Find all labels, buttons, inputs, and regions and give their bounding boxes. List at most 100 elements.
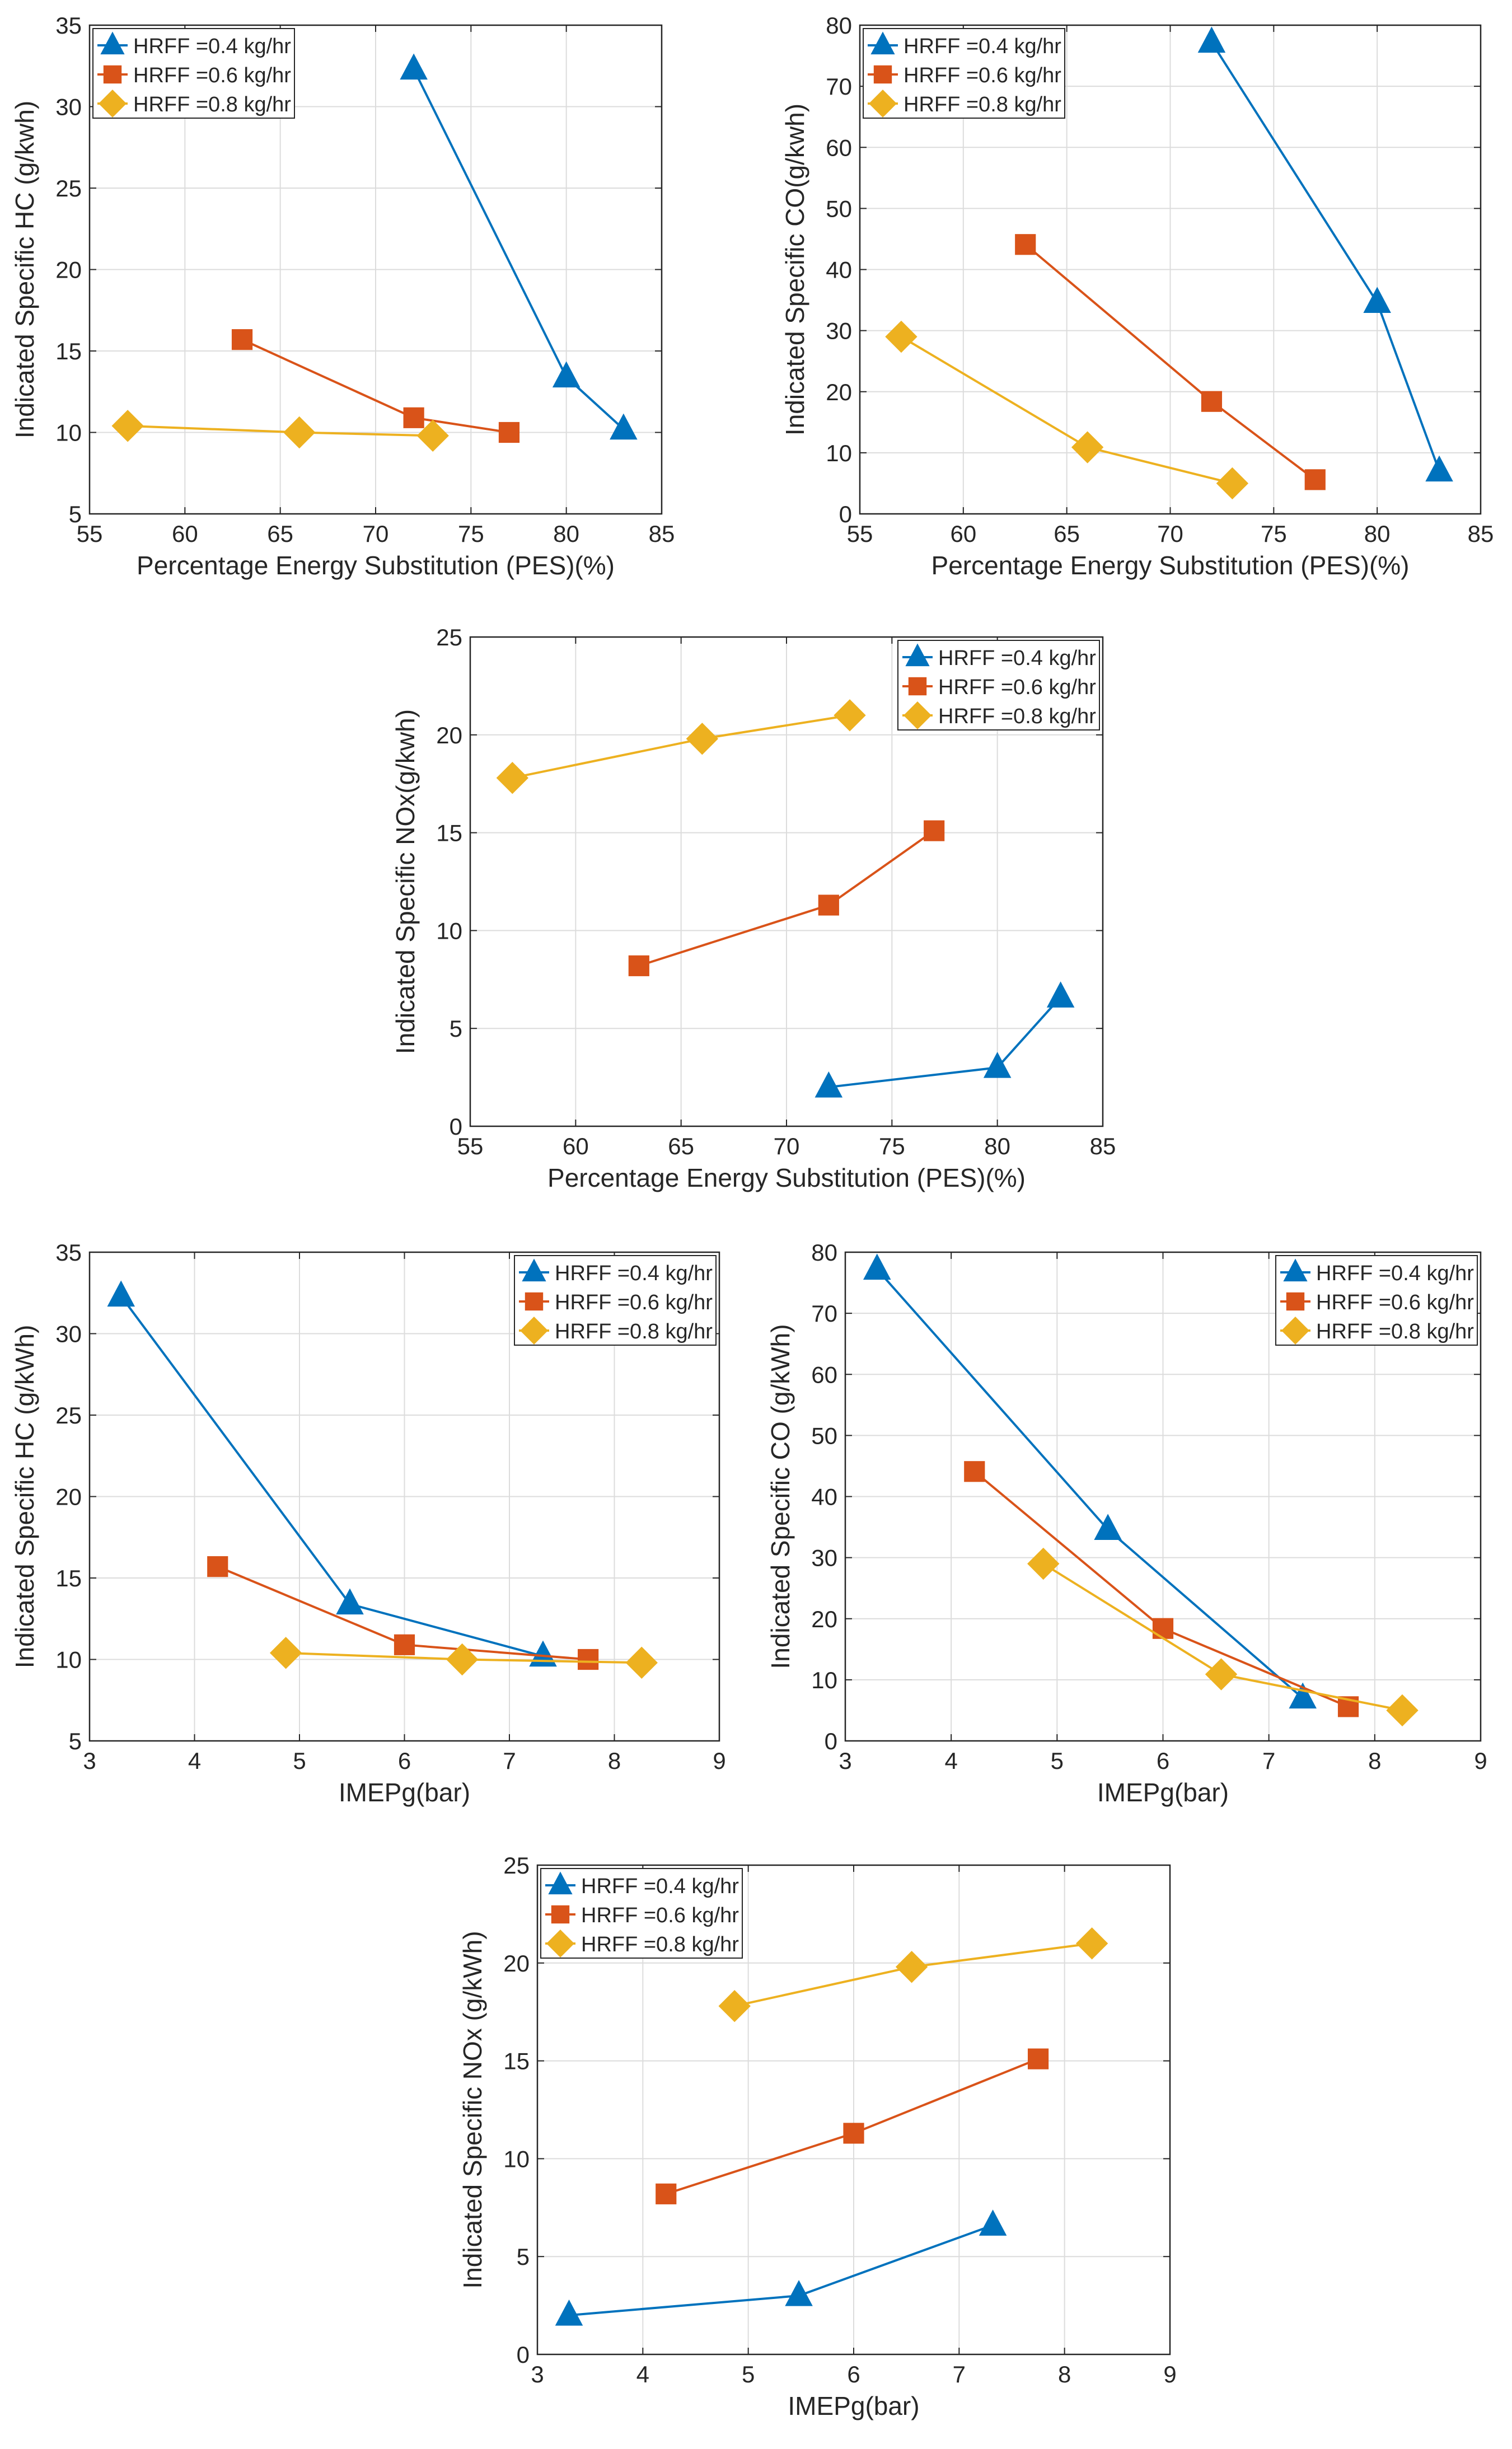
x-tick-label: 60 (172, 521, 198, 547)
y-tick-label: 60 (826, 134, 852, 161)
axes-frame (859, 24, 1482, 515)
y-tick-label: 35 (55, 1239, 82, 1266)
legend: HRFF =0.4 kg/hr HRFF =0.6 kg/hr HRFF =0.8 … (1275, 1255, 1478, 1346)
data-point (686, 723, 719, 755)
x-tick-label: 60 (563, 1133, 589, 1159)
legend-marker (873, 65, 892, 84)
series-1 (814, 981, 1075, 1098)
legend-marker (869, 90, 897, 118)
y-tick-label: 10 (811, 1667, 837, 1693)
data-point (718, 1990, 751, 2022)
x-tick-label: 65 (668, 1133, 694, 1159)
series-1 (400, 53, 638, 440)
legend-label: HRFF =0.6 kg/hr (938, 676, 1096, 699)
x-tick-label: 75 (1261, 521, 1287, 547)
x-tick-label: 60 (950, 521, 976, 547)
legend-marker (103, 65, 122, 84)
legend-marker (99, 90, 127, 118)
legend-marker (522, 1258, 546, 1282)
data-point (1205, 1658, 1238, 1691)
x-tick-label: 7 (1262, 1748, 1275, 1774)
y-tick-label: 5 (69, 1728, 82, 1754)
y-tick-label: 30 (826, 318, 852, 344)
y-tick-label: 5 (69, 501, 82, 527)
series-1 (107, 1280, 557, 1667)
x-tick-label: 65 (1054, 521, 1080, 547)
y-tick-label: 15 (503, 2048, 530, 2075)
x-tick-label: 80 (984, 1133, 1010, 1159)
legend-label: HRFF =0.8 kg/hr (1316, 1320, 1474, 1343)
x-tick-label: 70 (1157, 521, 1183, 547)
data-point (1363, 287, 1391, 313)
legend: HRFF =0.4 kg/hr HRFF =0.6 kg/hr HRFF =0.8 … (92, 28, 295, 119)
series-1 (1197, 26, 1453, 482)
y-axis-label: Indicated Specific HC (g/kwh) (10, 101, 39, 438)
data-point (814, 1071, 843, 1098)
x-axis-label: IMEPg(bar) (339, 1778, 470, 1807)
x-tick-label: 55 (847, 521, 873, 547)
series-1 (863, 1253, 1317, 1709)
x-tick-label: 55 (457, 1133, 484, 1159)
x-tick-label: 3 (839, 1748, 851, 1774)
data-point (785, 2280, 813, 2306)
x-tick-label: 9 (1474, 1748, 1487, 1774)
y-tick-label: 10 (436, 917, 462, 944)
data-point (895, 1951, 928, 1983)
data-point (885, 320, 918, 353)
y-tick-label: 80 (811, 1239, 837, 1266)
x-tick-label: 7 (953, 2361, 966, 2387)
data-point (863, 1253, 891, 1280)
legend-label: HRFF =0.6 kg/hr (904, 64, 1061, 87)
y-tick-label: 80 (826, 12, 852, 39)
series-3 (496, 699, 866, 794)
data-point (628, 955, 649, 976)
data-point (818, 895, 839, 916)
x-tick-label: 6 (1157, 1748, 1169, 1774)
data-point (336, 1588, 364, 1615)
y-tick-label: 30 (811, 1545, 837, 1571)
y-tick-label: 20 (826, 379, 852, 405)
data-point (924, 820, 945, 841)
chart-hc-vs-pes: 55 60 65 70 75 80 85 5 10 15 20 25 30 35 Percentage En… (10, 12, 675, 580)
x-axis-label: Percentage Energy Substitution (PES)(%) (931, 551, 1410, 580)
chart-hc-vs-imep: 3 4 5 6 7 8 9 5 10 15 20 25 30 35 IMEPg(bar) Indicated … (10, 1239, 726, 1807)
data-point (555, 2300, 583, 2326)
y-tick-label: 0 (450, 1113, 462, 1140)
data-point (269, 1637, 302, 1669)
y-axis-label: Indicated Specific CO (g/kWh) (766, 1324, 795, 1669)
x-tick-label: 9 (713, 1748, 725, 1774)
series-1 (555, 2209, 1007, 2326)
chart-co-vs-pes: 55 60 65 70 75 80 85 0 10 20 30 40 50 60 70 80 Percentag… (780, 12, 1494, 580)
chart-co-vs-imep: 3 4 5 6 7 8 9 0 10 20 30 40 50 60 70 80 IMEPg(bar) Indica… (766, 1239, 1487, 1807)
data-point (1197, 26, 1226, 53)
data-point (552, 361, 581, 388)
y-tick-label: 30 (55, 94, 82, 120)
data-point (496, 762, 529, 794)
y-axis-label: Indicated Specific CO(g/kwh) (780, 104, 809, 436)
x-tick-label: 5 (742, 2361, 755, 2387)
legend-marker (1283, 1258, 1308, 1282)
y-tick-label: 30 (55, 1321, 82, 1347)
y-tick-label: 70 (826, 73, 852, 100)
x-tick-label: 80 (1364, 521, 1391, 547)
legend-marker (551, 1905, 570, 1924)
y-tick-label: 15 (55, 1565, 82, 1591)
legend-label: HRFF =0.4 kg/hr (938, 647, 1096, 670)
y-tick-label: 25 (436, 624, 462, 650)
x-tick-label: 85 (1090, 1133, 1116, 1159)
legend-label: HRFF =0.8 kg/hr (904, 93, 1061, 116)
x-tick-label: 5 (1051, 1748, 1064, 1774)
data-point (1152, 1618, 1174, 1639)
legend-marker (870, 31, 895, 55)
data-point (1015, 234, 1036, 255)
y-tick-label: 25 (503, 1852, 530, 1879)
x-tick-label: 65 (267, 521, 293, 547)
series-2 (207, 1556, 599, 1670)
x-tick-label: 4 (188, 1748, 201, 1774)
axes-frame (88, 1251, 720, 1742)
legend-marker (908, 677, 927, 696)
legend-label: HRFF =0.8 kg/hr (581, 1933, 739, 1956)
y-tick-label: 20 (503, 1950, 530, 1977)
data-point (283, 416, 316, 449)
